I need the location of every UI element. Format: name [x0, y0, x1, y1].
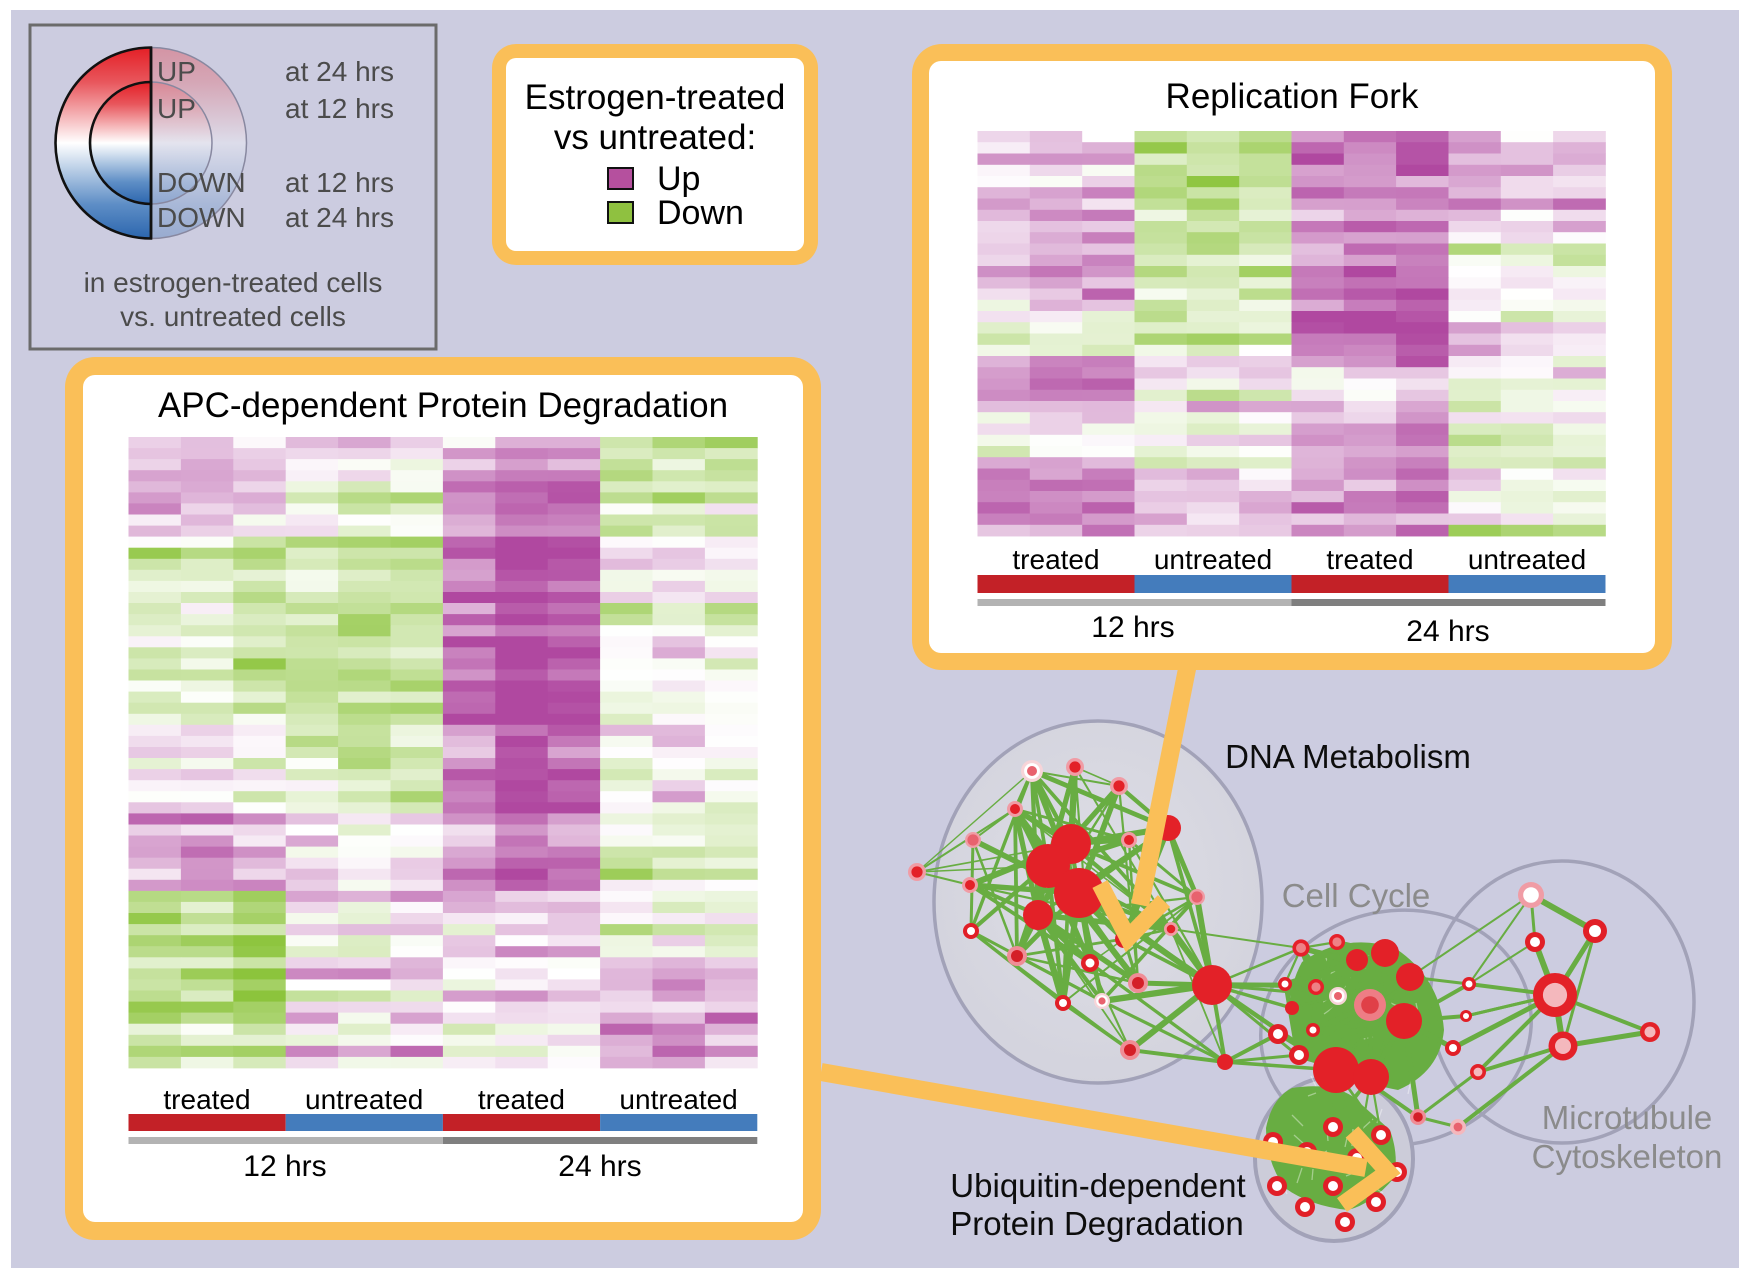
svg-text:Ubiquitin-dependent: Ubiquitin-dependent: [950, 1167, 1245, 1204]
svg-text:treated: treated: [478, 1084, 565, 1115]
svg-text:treated: treated: [1326, 544, 1413, 575]
svg-text:vs. untreated cells: vs. untreated cells: [120, 301, 346, 332]
svg-text:at 24 hrs: at 24 hrs: [285, 56, 394, 87]
svg-text:untreated: untreated: [619, 1084, 737, 1115]
svg-text:Up: Up: [657, 160, 700, 198]
svg-text:at 24 hrs: at 24 hrs: [285, 202, 394, 233]
svg-text:treated: treated: [1012, 544, 1099, 575]
svg-text:24 hrs: 24 hrs: [558, 1150, 641, 1183]
svg-text:DOWN: DOWN: [157, 202, 246, 233]
svg-text:untreated: untreated: [1468, 544, 1586, 575]
svg-text:24 hrs: 24 hrs: [1406, 615, 1489, 648]
svg-text:in estrogen-treated cells: in estrogen-treated cells: [84, 267, 383, 298]
svg-text:Microtubule: Microtubule: [1542, 1099, 1713, 1136]
svg-text:treated: treated: [163, 1084, 250, 1115]
svg-text:Cell Cycle: Cell Cycle: [1282, 877, 1431, 914]
svg-text:Cytoskeleton: Cytoskeleton: [1532, 1138, 1723, 1175]
svg-text:DOWN: DOWN: [157, 167, 246, 198]
svg-text:12 hrs: 12 hrs: [1091, 611, 1174, 644]
svg-text:Protein Degradation: Protein Degradation: [950, 1205, 1244, 1242]
svg-text:12 hrs: 12 hrs: [243, 1150, 326, 1183]
svg-text:APC-dependent Protein Degradat: APC-dependent Protein Degradation: [158, 386, 728, 425]
svg-text:Replication Fork: Replication Fork: [1166, 77, 1419, 116]
svg-text:UP: UP: [157, 56, 196, 87]
svg-text:untreated: untreated: [305, 1084, 423, 1115]
svg-text:at 12 hrs: at 12 hrs: [285, 93, 394, 124]
svg-text:UP: UP: [157, 93, 196, 124]
svg-text:at 12 hrs: at 12 hrs: [285, 167, 394, 198]
svg-text:Down: Down: [657, 194, 744, 232]
svg-text:Estrogen-treated: Estrogen-treated: [525, 78, 786, 117]
svg-text:untreated: untreated: [1154, 544, 1272, 575]
svg-text:vs untreated:: vs untreated:: [554, 118, 756, 157]
svg-text:DNA Metabolism: DNA Metabolism: [1225, 738, 1471, 775]
